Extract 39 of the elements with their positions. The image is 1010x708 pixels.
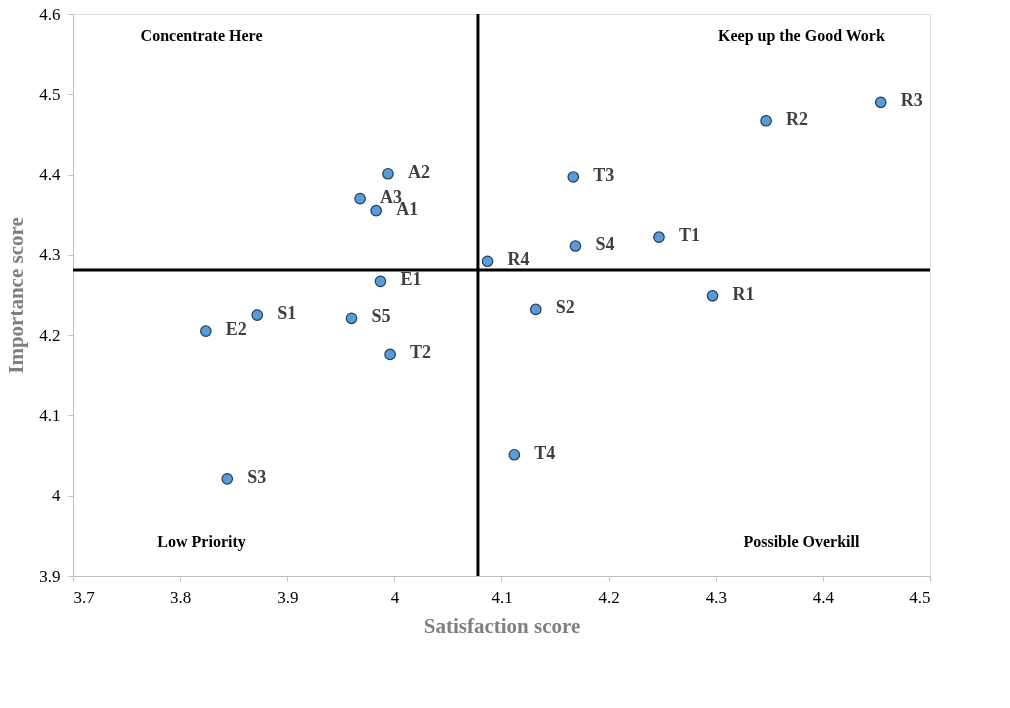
annotation: R4	[507, 249, 530, 270]
annotation: S5	[371, 306, 391, 327]
x-tick-label: 4.5	[909, 587, 931, 607]
annotation: A2	[407, 161, 430, 182]
y-tick-label: 4.6	[39, 4, 61, 24]
x-tick-label: 3.7	[73, 587, 96, 607]
annotation: S3	[247, 466, 267, 487]
y-tick-label: 4.4	[39, 165, 61, 185]
annotation: R2	[786, 108, 809, 129]
x-axis-title: Satisfaction score	[423, 613, 581, 638]
annotation: Keep up the Good Work	[718, 27, 885, 46]
x-tick-label: 3.9	[277, 587, 299, 607]
annotation: S4	[595, 234, 615, 255]
annotation: R3	[900, 90, 923, 111]
x-tick-label: 4.4	[812, 587, 835, 607]
y-tick-label: 3.9	[39, 566, 61, 586]
x-tick-label: 4.2	[598, 587, 620, 607]
y-tick-label: 4	[52, 486, 61, 506]
x-tick-label: 4	[390, 587, 400, 607]
annotation: Concentrate Here	[140, 27, 263, 45]
y-tick-label: 4.3	[39, 245, 61, 265]
x-tick-label: 4.1	[491, 587, 513, 607]
annotation: Possible Overkill	[743, 533, 860, 551]
annotation: Low Priority	[157, 533, 246, 552]
annotation: R1	[732, 283, 755, 304]
x-tick-label: 3.8	[170, 587, 192, 607]
y-tick-label: 4.5	[39, 84, 61, 104]
annotation: T4	[534, 442, 556, 463]
x-tick-label: 4.3	[705, 587, 727, 607]
annotation: S2	[555, 297, 575, 318]
annotation: E1	[400, 269, 422, 290]
annotation: S1	[277, 303, 297, 324]
y-tick-label: 4.2	[39, 325, 61, 345]
annotation: T3	[593, 164, 615, 185]
annotation: T2	[410, 342, 432, 363]
y-axis-title: Importance score	[4, 217, 29, 374]
y-tick-label: 4.1	[39, 405, 61, 425]
annotation: T1	[678, 225, 700, 246]
annotation: E2	[225, 319, 247, 340]
